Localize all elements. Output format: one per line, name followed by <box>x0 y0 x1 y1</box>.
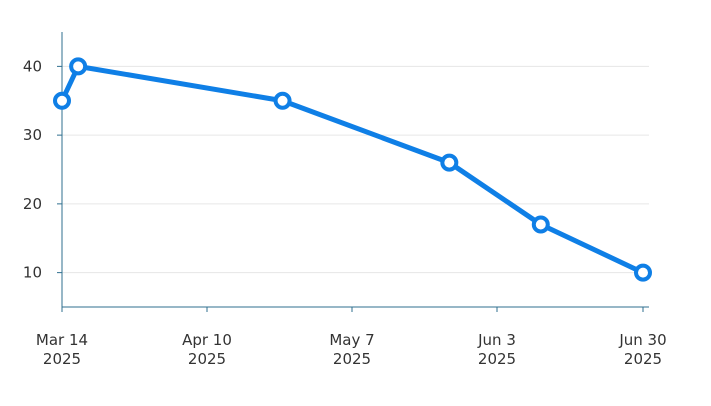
x-tick-label: Mar 14 <box>36 331 88 349</box>
x-tick-label-year: 2025 <box>333 350 371 368</box>
x-tick-label-year: 2025 <box>188 350 226 368</box>
axis-layer <box>61 32 649 308</box>
grid-layer <box>62 65 649 274</box>
series-line <box>59 63 646 276</box>
data-point[interactable] <box>53 91 71 110</box>
y-tick-label: 20 <box>23 195 42 213</box>
x-tick-label-year: 2025 <box>624 350 662 368</box>
series-layer <box>53 57 652 282</box>
data-point[interactable] <box>273 91 292 110</box>
x-tick-label: May 7 <box>329 331 374 349</box>
data-point[interactable] <box>634 263 652 282</box>
x-tick-label-year: 2025 <box>43 350 81 368</box>
data-point[interactable] <box>440 153 459 172</box>
data-point[interactable] <box>69 57 88 76</box>
y-tick-label: 10 <box>23 264 42 282</box>
x-tick-label: Jun 3 <box>477 331 516 349</box>
x-tick-label-year: 2025 <box>478 350 516 368</box>
y-tick-label: 40 <box>23 57 42 75</box>
y-tick-label: 30 <box>23 126 42 144</box>
x-tick-label: Jun 30 <box>618 331 666 349</box>
data-point[interactable] <box>531 215 550 234</box>
x-tick-label: Apr 10 <box>182 331 232 349</box>
